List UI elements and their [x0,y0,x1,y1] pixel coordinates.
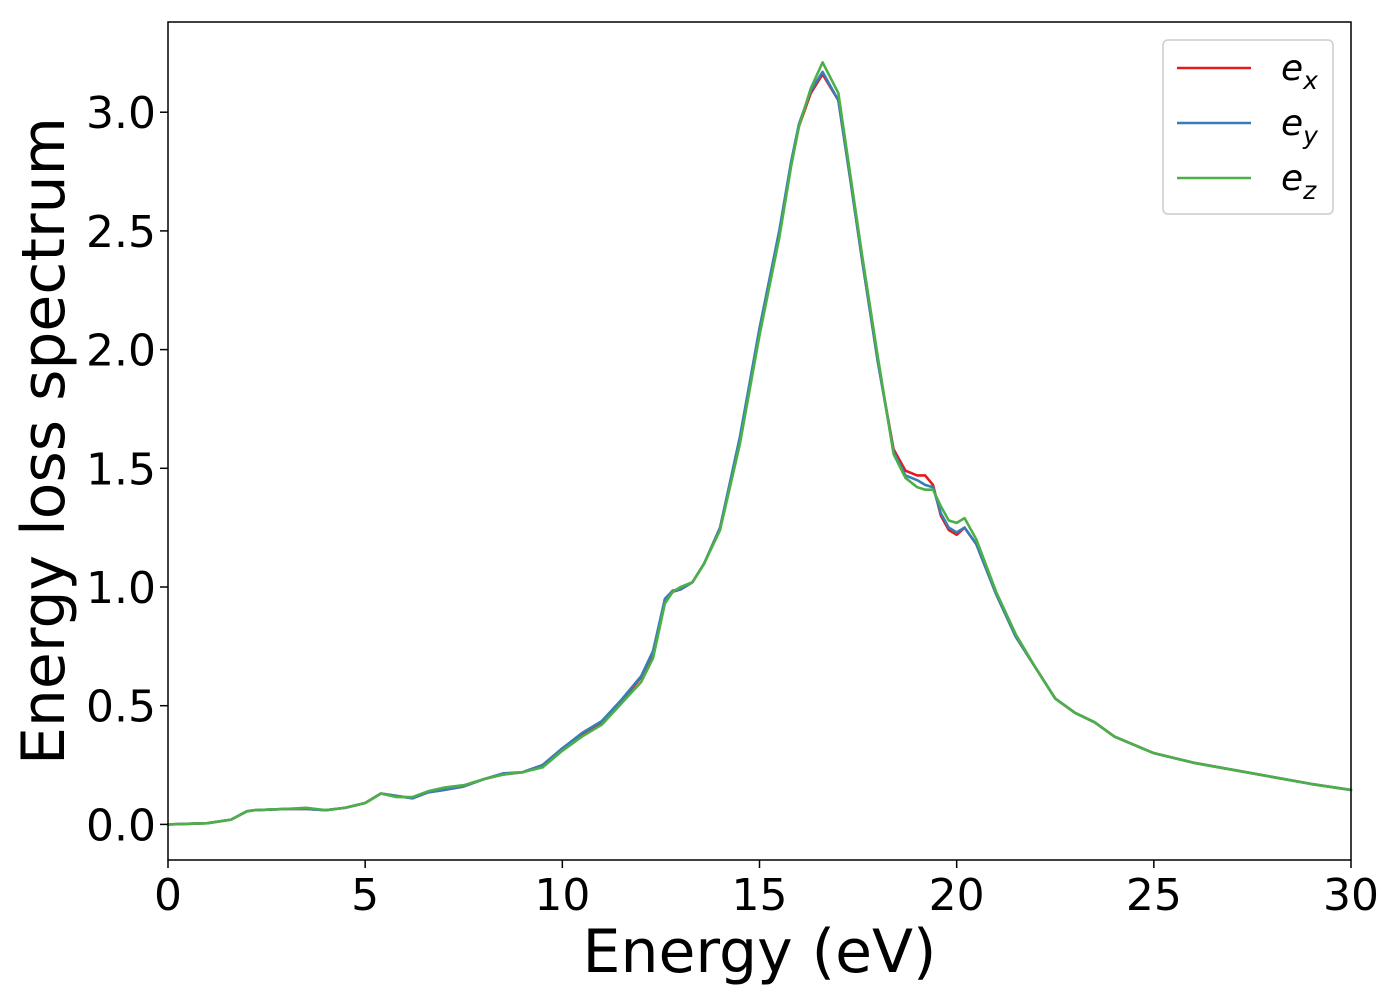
y-axis: 0.0 0.5 1.0 1.5 2.0 2.5 3.0 [86,88,168,851]
series-line-ez [166,61,1353,826]
x-tick-label: 25 [1126,870,1182,921]
legend-label-ez: ez [1281,158,1317,205]
y-tick-label: 2.5 [86,207,156,258]
legend-box [1162,39,1334,215]
y-tick-label: 2.0 [86,326,156,377]
x-tick-label: 10 [534,870,590,921]
legend-label-ex: ex [1281,48,1318,95]
x-axis: 0 5 10 15 20 25 30 [154,860,1379,921]
y-tick-label: 1.0 [86,563,156,614]
legend: ex ey ez [1162,39,1334,215]
x-tick-label: 15 [732,870,788,921]
y-tick-label: 0.0 [86,800,156,851]
x-tick-label: 30 [1323,870,1379,921]
y-axis-label: Energy loss spectrum [9,117,79,765]
y-tick-label: 1.5 [86,444,156,495]
x-tick-label: 0 [154,870,182,921]
y-tick-label: 0.5 [86,682,156,733]
y-tick-label: 3.0 [86,88,156,139]
series-layer [166,61,1353,826]
legend-label-ey: ey [1281,103,1319,150]
x-tick-label: 20 [929,870,985,921]
x-axis-label: Energy (eV) [583,917,937,987]
x-tick-label: 5 [351,870,379,921]
